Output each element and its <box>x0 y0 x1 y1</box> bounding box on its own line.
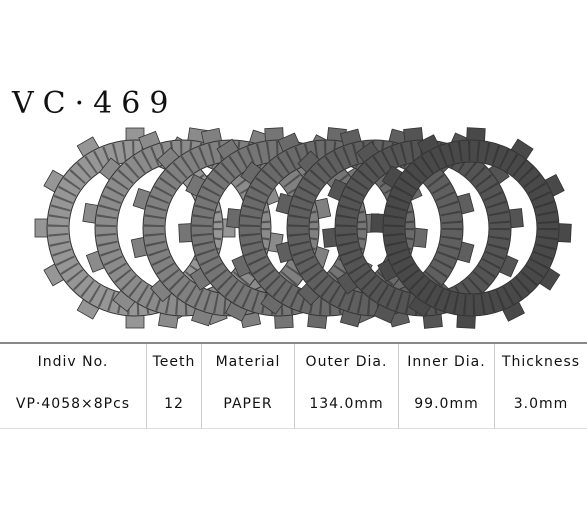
column-header: Teeth <box>146 343 202 380</box>
cell: 134.0mm <box>294 380 399 429</box>
cell: PAPER <box>201 380 295 429</box>
column-header: Outer Dia. <box>294 343 399 380</box>
plate-edge <box>46 139 224 317</box>
plate-edge <box>382 139 560 317</box>
column-header: Inner Dia. <box>398 343 495 380</box>
plate-pads <box>336 141 510 315</box>
clutch-plate <box>370 127 572 329</box>
plate-edge <box>94 139 272 317</box>
column-header: Thickness <box>494 343 587 380</box>
cell: VP·4058×8Pcs <box>15 396 131 412</box>
data-row: VP·4058×8Pcs 12 PAPER 134.0mm 99.0mm 3.0… <box>0 380 587 429</box>
column-header: Indiv No. <box>37 354 109 370</box>
product-code: VC·469 <box>12 86 178 121</box>
cell: 99.0mm <box>398 380 495 429</box>
header-row: Indiv No. Teeth Material Outer Dia. Inne… <box>0 343 587 380</box>
plate-pads <box>288 141 462 315</box>
cell: 3.0mm <box>494 380 587 429</box>
spec-table: Indiv No. Teeth Material Outer Dia. Inne… <box>0 342 587 429</box>
cell: 12 <box>146 380 202 429</box>
plate-edge <box>238 139 416 317</box>
plate-pads <box>384 141 558 315</box>
plate-edge <box>404 161 538 295</box>
column-header: Material <box>201 343 295 380</box>
clutch-plates-image <box>34 127 572 329</box>
